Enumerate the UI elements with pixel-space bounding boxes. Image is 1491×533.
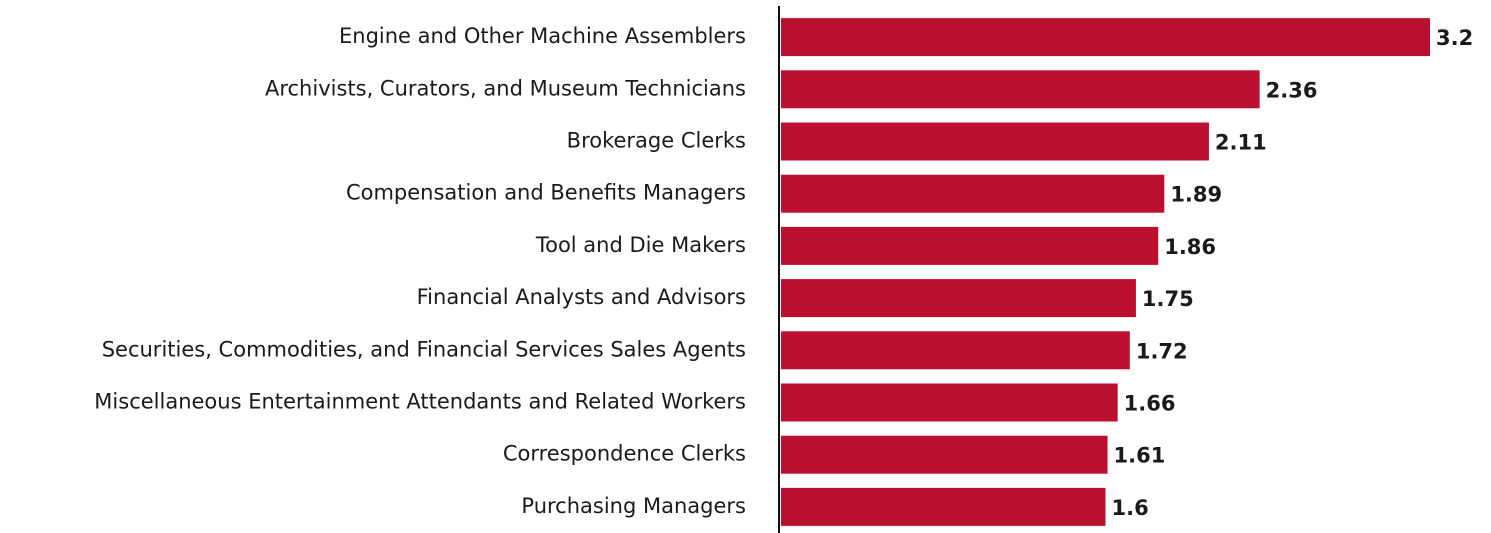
bar bbox=[781, 174, 1165, 213]
bar bbox=[781, 279, 1136, 318]
bar bbox=[781, 331, 1130, 370]
bar bbox=[781, 383, 1118, 422]
bar bbox=[781, 435, 1108, 474]
value-label: 2.36 bbox=[1266, 78, 1318, 102]
value-label: 1.86 bbox=[1164, 235, 1216, 259]
value-label: 1.66 bbox=[1124, 392, 1176, 416]
value-label: 2.11 bbox=[1215, 131, 1267, 155]
category-label: Financial Analysts and Advisors bbox=[417, 285, 746, 309]
value-label: 1.75 bbox=[1142, 287, 1194, 311]
value-label: 3.2 bbox=[1436, 26, 1473, 50]
category-label: Purchasing Managers bbox=[521, 494, 746, 518]
category-label: Securities, Commodities, and Financial S… bbox=[102, 337, 746, 361]
category-label: Brokerage Clerks bbox=[567, 129, 746, 153]
category-label: Tool and Die Makers bbox=[535, 233, 746, 257]
bar bbox=[781, 487, 1106, 526]
value-label: 1.89 bbox=[1170, 183, 1222, 207]
value-label: 1.6 bbox=[1112, 496, 1149, 520]
value-label: 1.72 bbox=[1136, 339, 1188, 363]
category-label: Engine and Other Machine Assemblers bbox=[339, 24, 746, 48]
bar bbox=[781, 122, 1209, 161]
category-label: Miscellaneous Entertainment Attendants a… bbox=[94, 390, 746, 414]
category-label: Archivists, Curators, and Museum Technic… bbox=[265, 76, 746, 100]
bar bbox=[781, 18, 1430, 57]
bar bbox=[781, 226, 1159, 265]
category-label: Correspondence Clerks bbox=[503, 442, 746, 466]
category-label: Compensation and Benefits Managers bbox=[346, 181, 746, 205]
bar bbox=[781, 70, 1260, 109]
value-label: 1.61 bbox=[1114, 444, 1166, 468]
